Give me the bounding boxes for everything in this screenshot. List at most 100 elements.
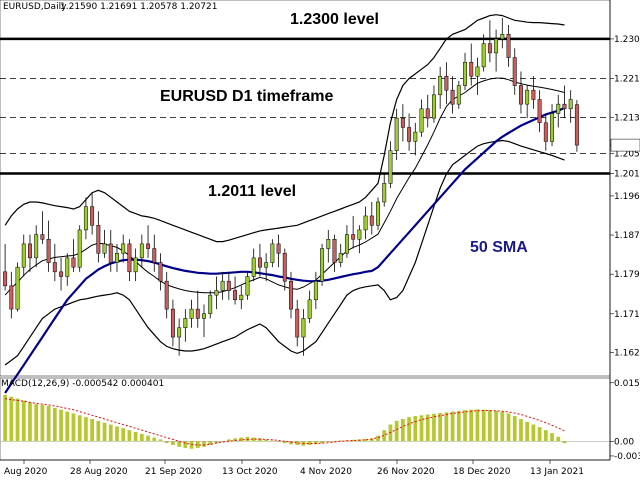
candle-body-bullish xyxy=(494,38,499,54)
candle-body-bullish xyxy=(320,248,325,282)
candle-body-bearish xyxy=(170,308,175,338)
candle-body-bearish xyxy=(574,104,579,146)
candle-body-bullish xyxy=(189,308,194,319)
macd-tick-label: 0.01575 xyxy=(614,379,640,389)
candle-body-bullish xyxy=(202,313,206,319)
candle-body-bearish xyxy=(46,238,51,263)
candle-body-bullish xyxy=(34,234,39,259)
candlesticks xyxy=(3,17,579,356)
candle-body-bullish xyxy=(456,85,461,105)
candle-body-bearish xyxy=(233,290,238,301)
candle-body-bullish xyxy=(388,150,393,184)
candle-body-bullish xyxy=(21,243,26,268)
macd-histogram-bar xyxy=(15,398,20,442)
price-tick-label: 1.19630 xyxy=(614,192,640,202)
macd-histogram-bar xyxy=(413,416,418,442)
symbol-label: EURUSD,Daily xyxy=(3,2,67,12)
macd-histogram-bar xyxy=(438,413,443,442)
candle-body-bearish xyxy=(351,234,356,240)
candle-body-bearish xyxy=(295,308,300,338)
candle-body-bearish xyxy=(469,61,474,77)
macd-histogram-bar xyxy=(407,417,411,442)
macd-histogram-bar xyxy=(556,436,561,442)
candle-body-bearish xyxy=(450,89,455,105)
candle-body-bullish xyxy=(208,294,213,315)
candle-body-bearish xyxy=(562,103,567,110)
macd-label: MACD(12,26,9) -0.000542 0.000401 xyxy=(1,379,164,389)
macd-histogram-bar xyxy=(456,410,461,442)
candle-body-bullish xyxy=(264,262,269,268)
candle-body-bearish xyxy=(537,99,542,124)
time-tick-label: 26 Nov 2020 xyxy=(377,467,435,477)
macd-histogram-bar xyxy=(270,440,275,442)
macd-histogram-bar xyxy=(481,409,486,442)
annotation-50-sma: 50 SMA xyxy=(470,239,528,256)
macd-histogram-bar xyxy=(463,410,467,442)
candle-body-bullish xyxy=(326,238,331,249)
macd-histogram-bar xyxy=(525,421,530,442)
candle-body-bearish xyxy=(152,248,157,263)
candle-body-bullish xyxy=(313,280,318,301)
macd-histogram-bar xyxy=(562,441,567,444)
macd-histogram-bar xyxy=(90,419,94,442)
candle-body-bullish xyxy=(65,257,70,277)
candle-body-bullish xyxy=(15,266,20,310)
macd-histogram-bar xyxy=(351,439,356,442)
bollinger-upper-band xyxy=(4,14,565,243)
macd-histogram-bar xyxy=(276,441,281,443)
macd-histogram-bar xyxy=(444,412,449,442)
macd-histogram-bar xyxy=(401,419,405,442)
candle-body-bullish xyxy=(419,108,424,133)
macd-histogram-bar xyxy=(9,396,14,442)
candle-body-bullish xyxy=(251,257,256,277)
candle-body-bullish xyxy=(357,229,362,240)
bollinger-lower-band xyxy=(4,139,565,366)
annotation-1-2300-level: 1.2300 level xyxy=(290,11,379,28)
macd-histogram-bar xyxy=(531,424,536,442)
candle-body-bullish xyxy=(270,243,275,263)
macd-histogram-bar xyxy=(369,438,374,442)
time-tick-label: 28 Aug 2020 xyxy=(70,467,128,477)
macd-histogram-bar xyxy=(338,440,343,442)
candle-body-bearish xyxy=(3,271,8,287)
candle-body-bullish xyxy=(431,94,436,119)
macd-histogram-bar xyxy=(469,409,474,442)
candle-body-bullish xyxy=(344,234,349,254)
macd-indicator xyxy=(0,394,610,449)
candle-body-bearish xyxy=(332,238,337,263)
candle-body-bearish xyxy=(512,57,517,86)
candle-body-bullish xyxy=(475,66,480,77)
macd-histogram-bar xyxy=(108,424,113,442)
candle-body-bearish xyxy=(226,280,231,291)
macd-histogram-bar xyxy=(307,441,312,445)
current-price-box xyxy=(610,138,640,152)
macd-histogram-bar xyxy=(394,420,399,442)
candle-body-bearish xyxy=(108,243,113,263)
macd-histogram-bar xyxy=(59,409,63,442)
price-tick-label: 1.21310 xyxy=(614,114,640,124)
macd-histogram-bar xyxy=(226,439,231,442)
macd-histogram-bar xyxy=(46,406,51,442)
macd-histogram-bar xyxy=(102,422,107,442)
candle-body-bearish xyxy=(164,280,169,310)
candle-body-bearish xyxy=(531,89,536,100)
candle-body-bearish xyxy=(506,34,511,58)
candle-body-bullish xyxy=(121,243,126,254)
ohlc-readout: 1.21590 1.21691 1.20578 1.20721 xyxy=(60,2,217,12)
candle-body-bullish xyxy=(133,257,138,273)
macd-histogram-bar xyxy=(519,419,523,442)
macd-histogram-bar xyxy=(326,441,331,443)
time-tick-label: 18 Dec 2020 xyxy=(453,467,511,477)
candle-body-bullish xyxy=(382,183,387,203)
price-tick-label: 1.17100 xyxy=(614,310,640,320)
candle-body-bearish xyxy=(127,243,132,273)
macd-histogram-bar xyxy=(363,439,368,442)
candle-body-bearish xyxy=(52,262,57,273)
candle-body-bearish xyxy=(289,280,293,310)
macd-tick-label: 0.00 xyxy=(614,437,634,447)
macd-histogram-bar xyxy=(208,441,213,445)
candle-body-bearish xyxy=(425,108,430,119)
price-tick-label: 1.20110 xyxy=(614,170,640,180)
